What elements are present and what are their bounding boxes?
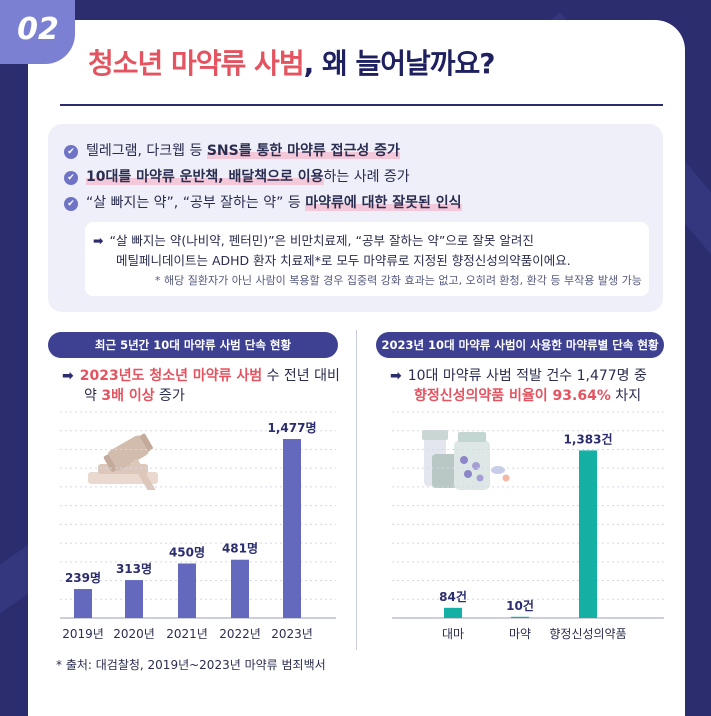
arrow-icon: ➡ [93,233,104,248]
right-chart-summary-line-1: ➡ 10대 마약류 사범 적발 건수 1,477명 중 [390,368,647,384]
reason-emphasis: 마약류에 대한 잘못된 인식 [305,195,462,211]
title-highlight: 청소년 마약류 사범 [88,47,305,80]
right-chart-summary-line-2: 향정신성의약품 비율이 93.64% 차지 [414,388,642,404]
left-chart-heading: 최근 5년간 10대 마약류 사범 단속 현황 [48,332,338,358]
note-line-1: ➡ “살 빠지는 약(나비약, 펜터민)”은 비만치료제, “공부 잘하는 약”으… [93,233,534,248]
source-note: * 출처: 대검찰청, 2019년~2023년 마약류 범죄백서 [56,658,326,672]
check-icon: ✔ [64,197,78,211]
reason-emphasis: SNS를 통한 마약류 접근성 증가 [206,143,400,159]
explanation-note: ➡ “살 빠지는 약(나비약, 펜터민)”은 비만치료제, “공부 잘하는 약”으… [85,222,649,296]
right-chart-heading: 2023년 10대 마약류 사범이 사용한 마약류별 단속 현황 [376,332,664,358]
panel-divider [356,330,357,650]
section-number-badge: 02 [0,0,75,64]
reasons-box: ✔ 텔레그램, 다크웹 등 SNS를 통한 마약류 접근성 증가 ✔ 10대를 마약… [48,124,663,312]
note-line-2: 메틸페니데이트는 ADHD 환자 치료제*로 모두 마약류로 지정된 향정신성의… [116,253,571,268]
page-title: 청소년 마약류 사범, 왜 늘어날까요? [88,42,688,82]
reason-emphasis: 10대를 마약류 운반책, 배달책으로 이용 [86,169,324,185]
reason-item: ✔ 10대를 마약류 운반책, 배달책으로 이용하는 사례 증가 [64,166,410,186]
reason-item: ✔ “살 빠지는 약”, “공부 잘하는 약” 등 마약류에 대한 잘못된 인식 [64,192,462,212]
title-divider [60,104,663,106]
medicine-bottles-illustration [422,430,510,490]
title-rest: , 왜 늘어날까요? [303,47,496,80]
footnote: * 해당 질환자가 아닌 사람이 복용할 경우 집중력 강화 효과는 없고, 오… [155,274,642,287]
check-icon: ✔ [64,145,78,159]
arrow-icon: ➡ [62,368,74,384]
section-number: 02 [17,12,59,47]
reason-item: ✔ 텔레그램, 다크웹 등 SNS를 통한 마약류 접근성 증가 [64,140,400,160]
arrow-icon: ➡ [390,368,402,384]
gavel-illustration [88,433,158,490]
left-chart-summary-line-1: ➡ 2023년도 청소년 마약류 사범 수 전년 대비 [62,368,340,384]
check-icon: ✔ [64,171,78,185]
left-chart-summary-line-2: 약 3배 이상 증가 [84,388,185,404]
